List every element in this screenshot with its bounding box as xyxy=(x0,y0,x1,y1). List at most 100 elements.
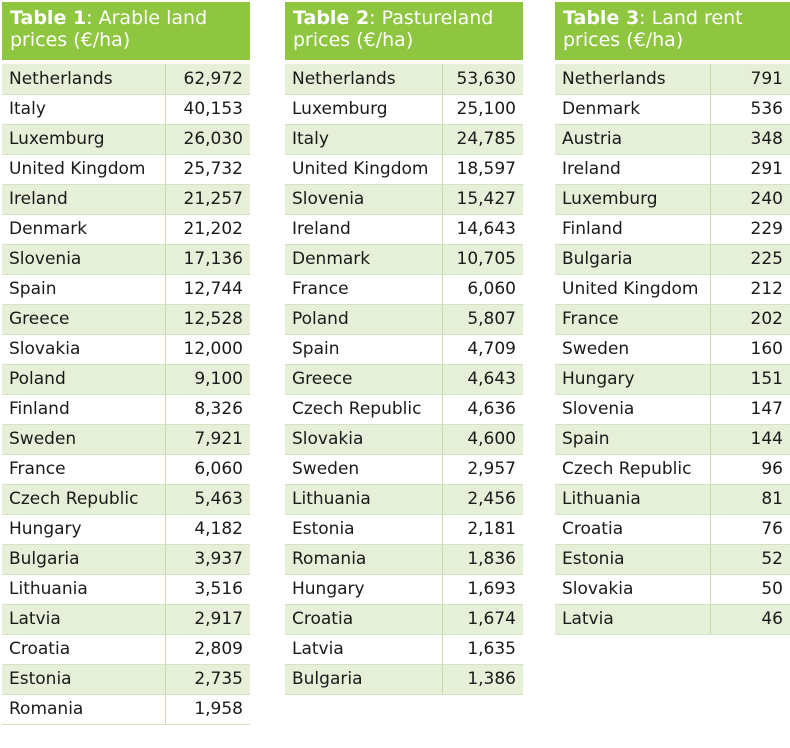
table-2: Table 2: Pastureland prices (€/ha) Nether… xyxy=(285,2,523,695)
table-row: Bulgaria 225 xyxy=(555,244,790,275)
table-row: Greece 4,643 xyxy=(285,364,523,395)
table-row: Estonia 2,181 xyxy=(285,514,523,545)
price: 2,917 xyxy=(165,604,250,635)
country: Ireland xyxy=(555,154,711,185)
price: 160 xyxy=(709,334,790,365)
table-row: Denmark 21,202 xyxy=(2,214,250,245)
table-title: : Pastureland prices (€/ha) xyxy=(293,7,494,51)
price: 25,732 xyxy=(165,154,250,185)
price: 18,597 xyxy=(441,154,523,185)
table-row: Slovakia 50 xyxy=(555,574,790,605)
country: France xyxy=(285,274,443,305)
country: Czech Republic xyxy=(555,454,711,485)
table-row: Italy 24,785 xyxy=(285,124,523,155)
price: 791 xyxy=(709,64,790,95)
price: 151 xyxy=(709,364,790,395)
table-number: Table 3 xyxy=(563,7,640,29)
price: 12,000 xyxy=(165,334,250,365)
table-number: Table 1 xyxy=(10,7,87,29)
country: Denmark xyxy=(555,94,711,125)
country: Lithuania xyxy=(2,574,166,605)
price: 202 xyxy=(709,304,790,335)
country: Estonia xyxy=(285,514,443,545)
table-row: France 202 xyxy=(555,304,790,335)
price: 10,705 xyxy=(441,244,523,275)
table-row: Slovenia 147 xyxy=(555,394,790,425)
country: Croatia xyxy=(285,604,443,635)
table-row: Czech Republic 96 xyxy=(555,454,790,485)
price: 229 xyxy=(709,214,790,245)
table-body: Netherlands 791 Denmark 536 Austria 348 Irelan… xyxy=(555,64,790,635)
table-row: Croatia 1,674 xyxy=(285,604,523,635)
price: 7,921 xyxy=(165,424,250,455)
price: 3,516 xyxy=(165,574,250,605)
country: Greece xyxy=(2,304,166,335)
country: Slovakia xyxy=(285,424,443,455)
price: 536 xyxy=(709,94,790,125)
table-row: Slovakia 12,000 xyxy=(2,334,250,365)
price: 17,136 xyxy=(165,244,250,275)
price: 62,972 xyxy=(165,64,250,95)
table-row: Poland 9,100 xyxy=(2,364,250,395)
country: Slovenia xyxy=(2,244,166,275)
price: 2,735 xyxy=(165,664,250,695)
country: Spain xyxy=(285,334,443,365)
price: 21,257 xyxy=(165,184,250,215)
country: Latvia xyxy=(2,604,166,635)
table-row: Romania 1,836 xyxy=(285,544,523,575)
price: 6,060 xyxy=(165,454,250,485)
table-row: Hungary 4,182 xyxy=(2,514,250,545)
country: Ireland xyxy=(285,214,443,245)
table-row: Denmark 536 xyxy=(555,94,790,125)
price: 4,182 xyxy=(165,514,250,545)
data-table: Netherlands 53,630 Luxemburg 25,100 Italy 24,… xyxy=(285,64,523,695)
price: 46 xyxy=(709,604,790,635)
country: Estonia xyxy=(2,664,166,695)
table-row: Ireland 291 xyxy=(555,154,790,185)
price: 4,709 xyxy=(441,334,523,365)
table-row: Croatia 76 xyxy=(555,514,790,545)
country: Slovakia xyxy=(2,334,166,365)
table-row: Luxemburg 26,030 xyxy=(2,124,250,155)
table-row: Lithuania 3,516 xyxy=(2,574,250,605)
country: Ireland xyxy=(2,184,166,215)
country: Romania xyxy=(2,694,166,725)
country: Poland xyxy=(285,304,443,335)
table-row: Czech Republic 5,463 xyxy=(2,484,250,515)
table-row: Estonia 2,735 xyxy=(2,664,250,695)
price: 348 xyxy=(709,124,790,155)
table-row: Slovakia 4,600 xyxy=(285,424,523,455)
table-row: Ireland 21,257 xyxy=(2,184,250,215)
price: 24,785 xyxy=(441,124,523,155)
table-row: Finland 229 xyxy=(555,214,790,245)
country: Luxemburg xyxy=(2,124,166,155)
table-title: : Arable land prices (€/ha) xyxy=(10,7,208,51)
price: 2,809 xyxy=(165,634,250,665)
table-header: Table 2: Pastureland prices (€/ha) xyxy=(285,2,523,60)
price: 26,030 xyxy=(165,124,250,155)
price: 2,957 xyxy=(441,454,523,485)
table-row: Czech Republic 4,636 xyxy=(285,394,523,425)
price: 96 xyxy=(709,454,790,485)
price: 14,643 xyxy=(441,214,523,245)
table-row: Lithuania 81 xyxy=(555,484,790,515)
country: Sweden xyxy=(2,424,166,455)
table-row: Greece 12,528 xyxy=(2,304,250,335)
country: Poland xyxy=(2,364,166,395)
price: 1,693 xyxy=(441,574,523,605)
table-row: Poland 5,807 xyxy=(285,304,523,335)
table-row: Ireland 14,643 xyxy=(285,214,523,245)
country: Romania xyxy=(285,544,443,575)
table-row: Hungary 151 xyxy=(555,364,790,395)
price: 53,630 xyxy=(441,64,523,95)
country: Czech Republic xyxy=(2,484,166,515)
table-row: Estonia 52 xyxy=(555,544,790,575)
table-row: Italy 40,153 xyxy=(2,94,250,125)
country: Spain xyxy=(555,424,711,455)
table-row: Denmark 10,705 xyxy=(285,244,523,275)
country: Luxemburg xyxy=(285,94,443,125)
price: 2,456 xyxy=(441,484,523,515)
price: 76 xyxy=(709,514,790,545)
table-row: Luxemburg 240 xyxy=(555,184,790,215)
table-row: United Kingdom 18,597 xyxy=(285,154,523,185)
